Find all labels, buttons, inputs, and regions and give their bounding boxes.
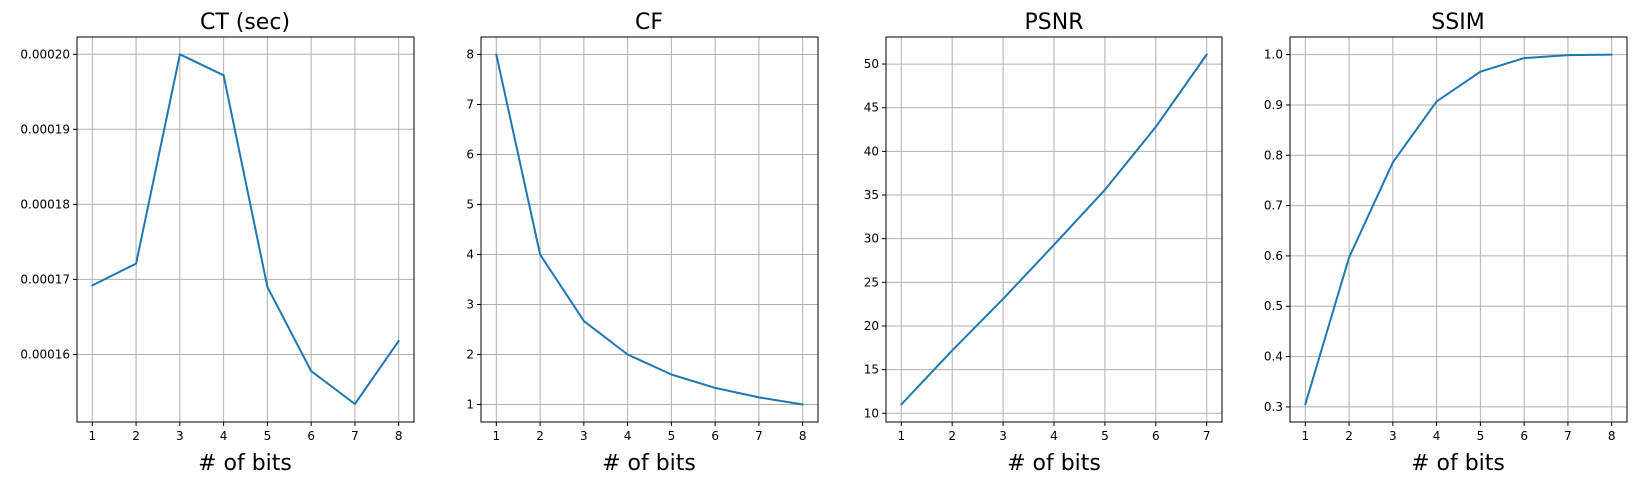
x-tick-label: 4 [1050,429,1058,443]
y-tick-label: 1.0 [1264,48,1283,62]
series-line [495,53,804,406]
axes-frame [885,36,1223,423]
y-tick-label: 40 [864,144,879,158]
y-tick-label: 3 [466,298,474,312]
axes-frame [1289,36,1628,423]
y-tick-label: 0.00020 [20,47,70,61]
x-tick-label: 4 [1433,429,1441,443]
y-tick-label: 45 [864,101,879,115]
x-tick-label: 7 [1564,429,1572,443]
x-tick-label: 6 [711,429,719,443]
x-tick-label: 2 [948,429,956,443]
series-line [91,53,400,405]
x-tick-label: 5 [668,429,676,443]
y-tick-label: 0.7 [1264,199,1283,213]
x-axis: 1 2 3 4 5 6 7 8 [492,422,807,443]
x-tick-label: 3 [1389,429,1397,443]
x-tick-label: 1 [88,429,96,443]
subplot-cf: CF # of bits 1 2 3 4 5 6 7 8 1 2 3 4 5 6 7 8 [466,10,819,476]
x-tick-label: 4 [220,429,228,443]
subplot-title: CT (sec) [200,10,290,35]
x-axis: 1 2 3 4 5 6 7 [897,422,1211,443]
x-tick-label: 6 [307,429,315,443]
y-tick-label: 1 [466,398,474,412]
grid [481,37,818,422]
x-axis-label: # of bits [1411,451,1505,476]
y-tick-label: 0.00017 [20,272,70,286]
y-tick-label: 0.5 [1264,299,1283,313]
y-tick-label: 0.8 [1264,148,1283,162]
x-tick-label: 8 [395,429,403,443]
x-tick-label: 1 [1301,429,1309,443]
grid [77,37,414,422]
axes-frame [480,36,819,423]
x-axis: 1 2 3 4 5 6 7 8 [88,422,403,443]
y-tick-label: 0.4 [1264,350,1283,364]
x-tick-label: 3 [580,429,588,443]
x-tick-label: 6 [1152,429,1160,443]
y-axis: 1 2 3 4 5 6 7 8 [466,48,481,412]
y-tick-label: 50 [864,57,879,71]
y-tick-label: 15 [864,363,879,377]
subplot-ssim: SSIM # of bits 1 2 3 4 5 6 7 80.30.40.50.60.70.… [1264,10,1628,476]
x-tick-label: 1 [492,429,500,443]
x-tick-label: 8 [1608,429,1616,443]
subplot-title: CF [635,10,663,35]
subplot-title: SSIM [1431,10,1484,35]
x-tick-label: 7 [351,429,359,443]
x-tick-label: 2 [536,429,544,443]
x-axis-label: # of bits [198,451,292,476]
grid [1290,37,1627,422]
x-tick-label: 3 [176,429,184,443]
axes-frame [76,36,415,423]
x-tick-label: 2 [132,429,140,443]
series-line [1304,53,1613,406]
y-tick-label: 0.00016 [20,347,70,361]
y-tick-label: 5 [466,198,474,212]
y-tick-label: 6 [466,148,474,162]
y-tick-label: 25 [864,275,879,289]
y-axis: 0.3 0.4 0.5 0.6 0.7 0.8 0.9 1.0 [1264,48,1290,414]
y-tick-label: 8 [466,48,474,62]
x-tick-label: 6 [1520,429,1528,443]
y-axis: 0.00016 0.00017 0.00018 0.00019 0.00020 [20,47,77,361]
subplot-ct: CT (sec) # of bits 1 2 3 4 5 6 7 80.000160.0001… [20,10,415,476]
grid [886,37,1222,422]
x-tick-label: 7 [755,429,763,443]
x-axis: 1 2 3 4 5 6 7 8 [1301,422,1616,443]
y-tick-label: 0.00018 [20,197,70,211]
x-tick-label: 5 [264,429,272,443]
y-tick-label: 0.3 [1264,400,1283,414]
y-tick-label: 0.9 [1264,98,1283,112]
x-tick-label: 4 [624,429,632,443]
x-tick-label: 5 [1101,429,1109,443]
x-tick-label: 1 [897,429,905,443]
y-tick-label: 35 [864,188,879,202]
x-tick-label: 3 [999,429,1007,443]
y-tick-label: 0.6 [1264,249,1283,263]
x-axis-label: # of bits [1007,451,1101,476]
y-tick-label: 4 [466,248,474,262]
y-tick-label: 20 [864,319,879,333]
y-tick-label: 10 [864,406,879,420]
series-line [900,53,1208,406]
x-tick-label: 8 [799,429,807,443]
y-tick-label: 2 [466,348,474,362]
x-tick-label: 7 [1203,429,1211,443]
y-axis: 10 15 20 25 30 35 40 45 50 [864,57,886,420]
x-tick-label: 2 [1345,429,1353,443]
y-tick-label: 0.00019 [20,122,70,136]
y-tick-label: 7 [466,98,474,112]
subplot-title: PSNR [1025,10,1084,35]
y-tick-label: 30 [864,232,879,246]
x-axis-label: # of bits [602,451,696,476]
x-tick-label: 5 [1477,429,1485,443]
